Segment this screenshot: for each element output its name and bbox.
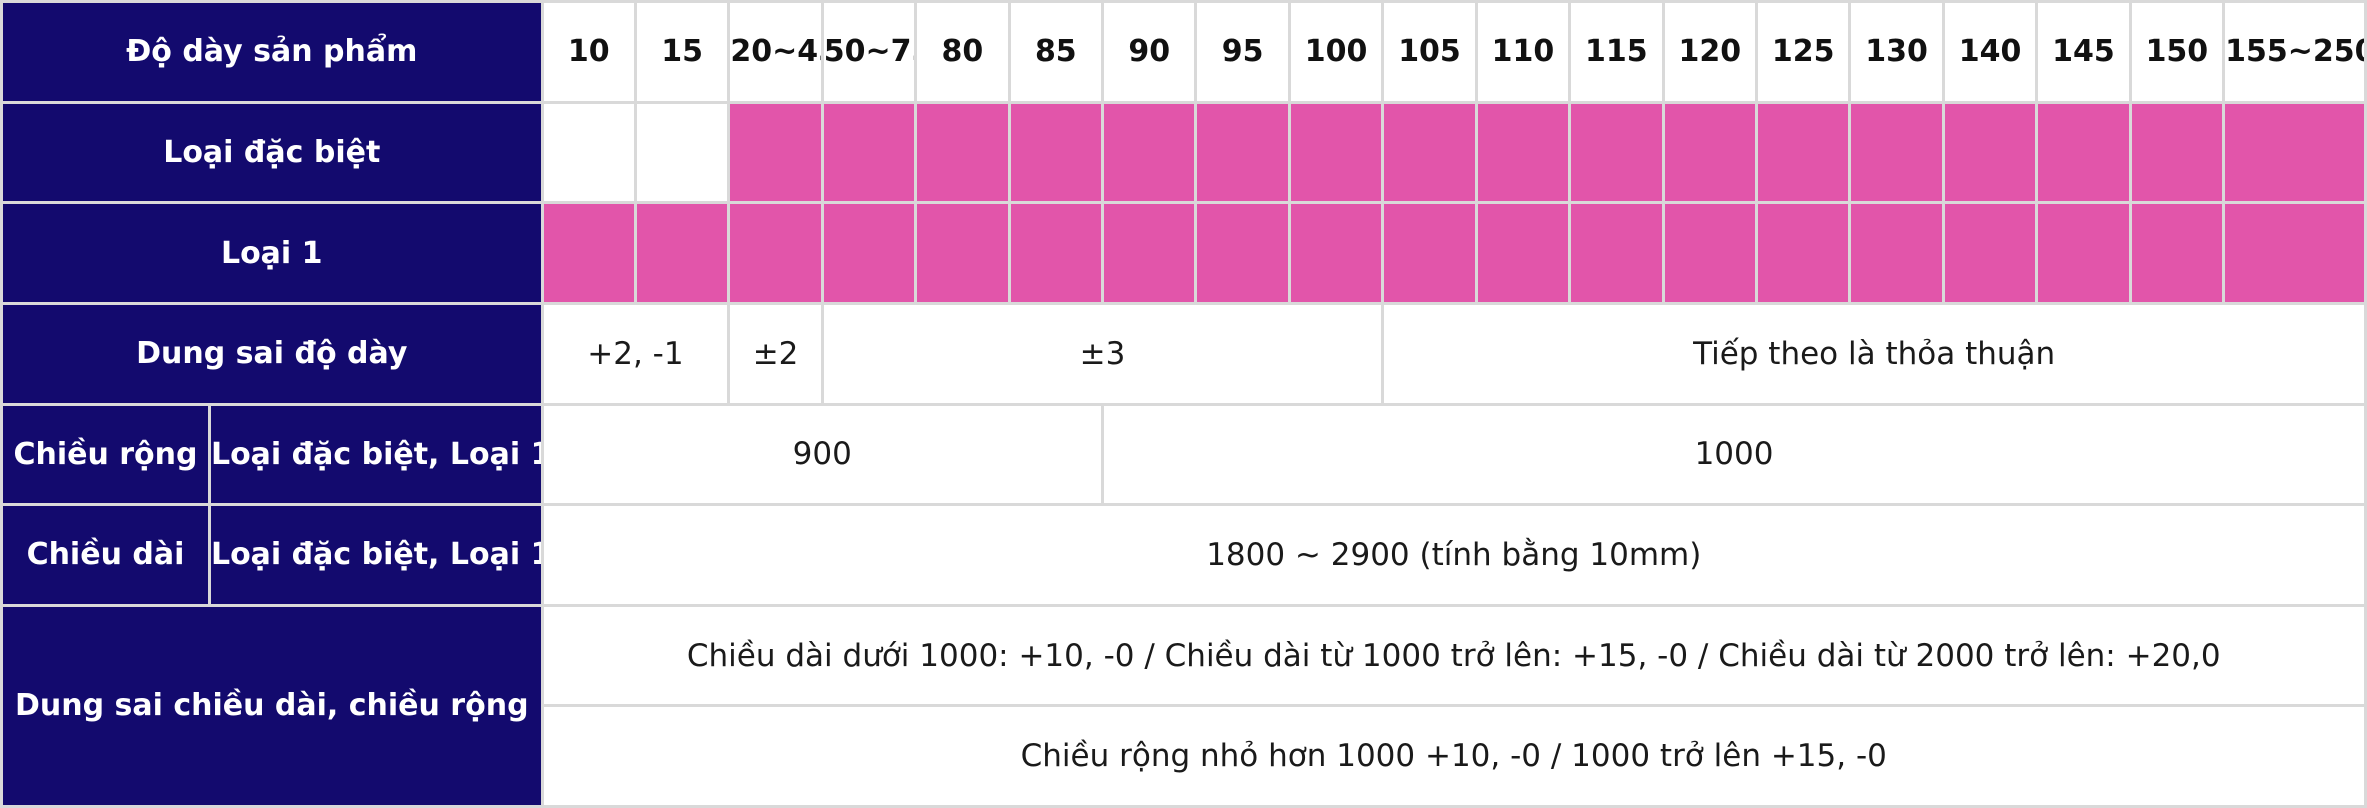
special-grade-marked-cell: [820, 100, 918, 205]
grade-1-marked-cell: [1474, 201, 1572, 305]
thickness-value: 10: [540, 0, 637, 104]
grade-1-marked-cell: [727, 201, 824, 305]
special-grade-marked-cell: [1101, 100, 1198, 205]
grade-1-marked-cell: [540, 201, 637, 305]
special-grade-empty-cell: [633, 100, 731, 205]
grade-1-marked-cell: [2128, 201, 2226, 305]
special-grade-marked-cell: [1568, 100, 1665, 205]
dimension-tolerance-row: Dung sai chiều dài, chiều rộng Chiều dài…: [0, 603, 2367, 808]
thickness-value: 150: [2128, 0, 2226, 104]
thickness-value: 100: [1287, 0, 1385, 104]
grade-1-marked-cell: [2222, 201, 2367, 305]
grade-1-marked-cell: [1194, 201, 1291, 305]
special-grade-marked-cell: [727, 100, 824, 205]
thickness-tolerance-value: Tiếp theo là thỏa thuận: [1381, 301, 2367, 406]
width-row: Chiều rộng Loại đặc biệt, Loại 1 900 100…: [0, 402, 2367, 507]
grade-1-marked-cell: [914, 201, 1011, 305]
special-grade-empty-cell: [540, 100, 637, 205]
grade-1-marked-cell: [820, 201, 918, 305]
thickness-value: 80: [914, 0, 1011, 104]
grade-1-marked-cell: [2035, 201, 2132, 305]
thickness-value: 50~75: [820, 0, 918, 104]
thickness-tolerance-value: +2, -1: [540, 301, 731, 406]
length-row: Chiều dài Loại đặc biệt, Loại 1 1800 ~ 2…: [0, 503, 2367, 607]
grade-1-marked-cell: [1101, 201, 1198, 305]
thickness-value: 130: [1848, 0, 1945, 104]
special-grade-label: Loại đặc biệt: [0, 100, 544, 205]
grade-1-marked-cell: [1007, 201, 1105, 305]
special-grade-marked-cell: [1754, 100, 1852, 205]
grade-1-marked-cell: [1381, 201, 1478, 305]
thickness-value: 120: [1661, 0, 1758, 104]
thickness-value: 140: [1941, 0, 2039, 104]
length-label: Chiều dài: [0, 503, 211, 607]
thickness-value: 20~45: [727, 0, 824, 104]
grade-1-marked-cell: [1941, 201, 2039, 305]
special-grade-marked-cell: [1287, 100, 1385, 205]
special-grade-marked-cell: [914, 100, 1011, 205]
length-value: 1800 ~ 2900 (tính bằng 10mm): [540, 503, 2367, 607]
length-grade-label: Loại đặc biệt, Loại 1: [207, 503, 544, 607]
special-grade-marked-cell: [2035, 100, 2132, 205]
thickness-header-row: Độ dày sản phẩm 101520~4550~758085909510…: [0, 0, 2367, 104]
grade-1-marked-cell: [1661, 201, 1758, 305]
thickness-value: 145: [2035, 0, 2132, 104]
thickness-value: 110: [1474, 0, 1572, 104]
thickness-tolerance-value: ±3: [820, 301, 1385, 406]
width-grade-label: Loại đặc biệt, Loại 1: [207, 402, 544, 507]
length-tolerance-rule: Chiều dài dưới 1000: +10, -0 / Chiều dài…: [540, 603, 2367, 708]
width-value-1000: 1000: [1101, 402, 2367, 507]
grade-1-row: Loại 1: [0, 201, 2367, 305]
special-grade-marked-cell: [1848, 100, 1945, 205]
special-grade-marked-cell: [1661, 100, 1758, 205]
special-grade-marked-cell: [1007, 100, 1105, 205]
special-grade-marked-cell: [1381, 100, 1478, 205]
width-value-900: 900: [540, 402, 1105, 507]
grade-1-marked-cell: [1848, 201, 1945, 305]
special-grade-marked-cell: [2222, 100, 2367, 205]
thickness-tolerance-row: Dung sai độ dày +2, -1 ±2 ±3 Tiếp theo l…: [0, 301, 2367, 406]
dimension-tolerance-label: Dung sai chiều dài, chiều rộng: [0, 603, 544, 808]
special-grade-marked-cell: [2128, 100, 2226, 205]
thickness-value: 85: [1007, 0, 1105, 104]
thickness-value: 90: [1101, 0, 1198, 104]
special-grade-marked-cell: [1194, 100, 1291, 205]
special-grade-marked-cell: [1474, 100, 1572, 205]
thickness-header-label: Độ dày sản phẩm: [0, 0, 544, 104]
width-tolerance-rule: Chiều rộng nhỏ hơn 1000 +10, -0 / 1000 t…: [540, 704, 2367, 808]
grade-1-marked-cell: [1568, 201, 1665, 305]
grade-1-label: Loại 1: [0, 201, 544, 305]
thickness-value: 105: [1381, 0, 1478, 104]
special-grade-row: Loại đặc biệt: [0, 100, 2367, 205]
width-label: Chiều rộng: [0, 402, 211, 507]
thickness-value: 155~250: [2222, 0, 2367, 104]
thickness-tolerance-value: ±2: [727, 301, 824, 406]
thickness-value: 115: [1568, 0, 1665, 104]
dimension-tolerance-row-2: Chiều rộng nhỏ hơn 1000 +10, -0 / 1000 t…: [2, 704, 2367, 808]
special-grade-marked-cell: [1941, 100, 2039, 205]
grade-1-marked-cell: [1754, 201, 1852, 305]
grade-1-marked-cell: [633, 201, 731, 305]
thickness-value: 95: [1194, 0, 1291, 104]
thickness-tolerance-label: Dung sai độ dày: [0, 301, 544, 406]
grade-1-marked-cell: [1287, 201, 1385, 305]
thickness-value: 125: [1754, 0, 1852, 104]
thickness-value: 15: [633, 0, 731, 104]
